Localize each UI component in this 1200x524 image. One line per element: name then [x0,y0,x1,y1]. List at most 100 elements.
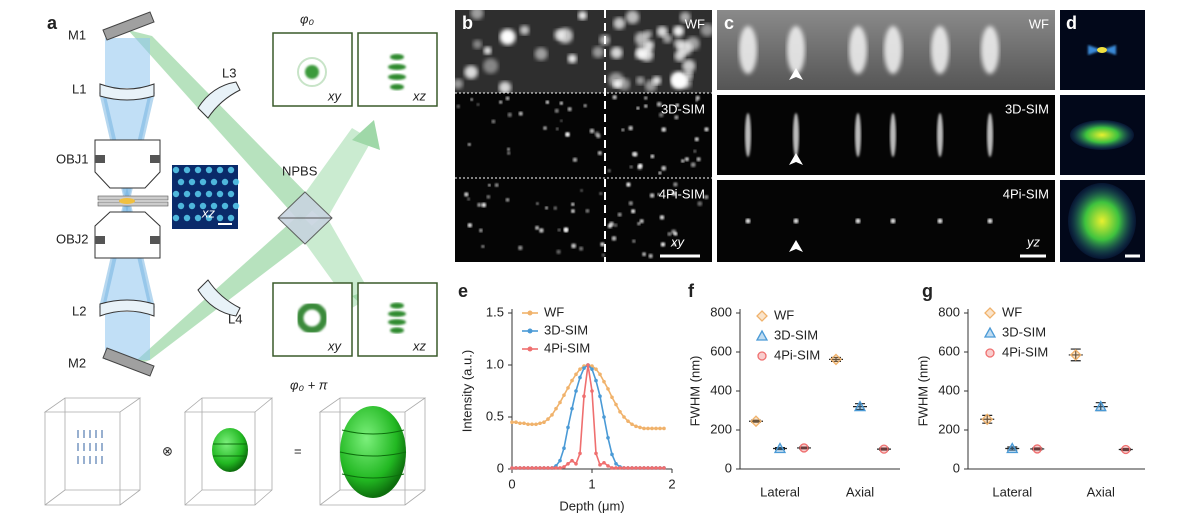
arrow [352,120,380,150]
marker [981,413,994,426]
psf-stripe [390,327,404,334]
point [650,466,654,470]
spot [611,236,617,241]
spot [477,202,482,207]
point [522,421,526,426]
point [634,466,638,470]
inset-spot [227,214,235,222]
panel-label: f [688,281,695,301]
legend-label: 4Pi-SIM [774,347,820,362]
point [574,372,578,377]
inset-spot [232,202,240,210]
spot [560,119,563,123]
spot [660,242,666,247]
spot [693,149,697,153]
spot [481,202,487,208]
component-label: L1 [72,81,86,96]
psf-plane: xy [327,88,343,103]
inset-spot [188,202,196,210]
point [558,466,562,470]
inset-spot [210,178,218,186]
spot [637,165,643,171]
point [634,424,638,429]
spot [787,26,805,74]
point [514,420,518,425]
inset-spot [194,190,202,198]
marker [757,351,767,361]
error-bar [829,356,843,362]
spot [628,125,633,131]
legend-label: WF [1002,304,1022,319]
point [606,464,610,468]
psf-plane: xy [327,338,343,353]
spot [671,191,677,197]
spot [452,78,464,90]
series-line [512,364,664,469]
x-tick-label: 0 [508,476,515,491]
schematic [43,11,438,506]
marker [1121,444,1131,455]
spot [505,96,510,101]
inset-spot [172,190,180,198]
inset-spot [172,166,180,174]
row-label: 3D-SIM [1005,101,1049,116]
error-bar [1030,447,1045,451]
point [658,426,662,431]
psf-box [357,32,438,107]
inset-spot [199,178,207,186]
point [582,394,586,399]
mirror [102,11,155,41]
spot [659,215,665,220]
spot [608,72,624,88]
legend-label: 4Pi-SIM [544,340,590,355]
error-bar [877,447,891,451]
arrowhead [789,240,803,252]
spot [639,219,644,224]
spot [650,154,655,159]
spot [637,222,641,226]
marker [1032,444,1042,454]
point [518,421,522,426]
marker [756,310,768,322]
point [570,406,574,411]
sample [119,198,135,204]
spot [656,26,668,38]
charts: 0 0.5 1.0 1.5 Intensity (a.u.) 0 1 2 Depth (μm) W… [459,304,1145,513]
spot [675,103,680,107]
spot [612,94,617,100]
inset-spot [210,202,218,210]
psf-3d [339,429,407,479]
inset-spot [205,166,213,174]
spot [673,38,684,49]
spot [545,100,550,104]
point [594,378,598,383]
spot [507,151,511,155]
spot [518,245,523,251]
spot [613,17,626,30]
objective [94,211,161,259]
x-tick-label: Lateral [760,484,800,499]
objective-part [150,155,160,163]
x-axis-title: Depth (μm) [559,498,624,513]
spot [682,59,696,73]
spot [535,202,539,206]
inset-spot [183,166,191,174]
point [594,367,598,371]
component-label: L4 [228,311,242,326]
beam [128,214,318,368]
marker [1006,442,1019,454]
spot [631,151,636,156]
point [610,395,614,400]
point [626,419,630,423]
mirror [102,347,155,377]
point [610,466,614,470]
spot [567,54,577,64]
psf-d [1068,183,1136,259]
marker [750,415,762,428]
error-bar [1005,446,1020,451]
spot [494,183,499,188]
spot [601,253,606,257]
y-tick-label: 0 [953,460,960,475]
spot [632,239,636,243]
